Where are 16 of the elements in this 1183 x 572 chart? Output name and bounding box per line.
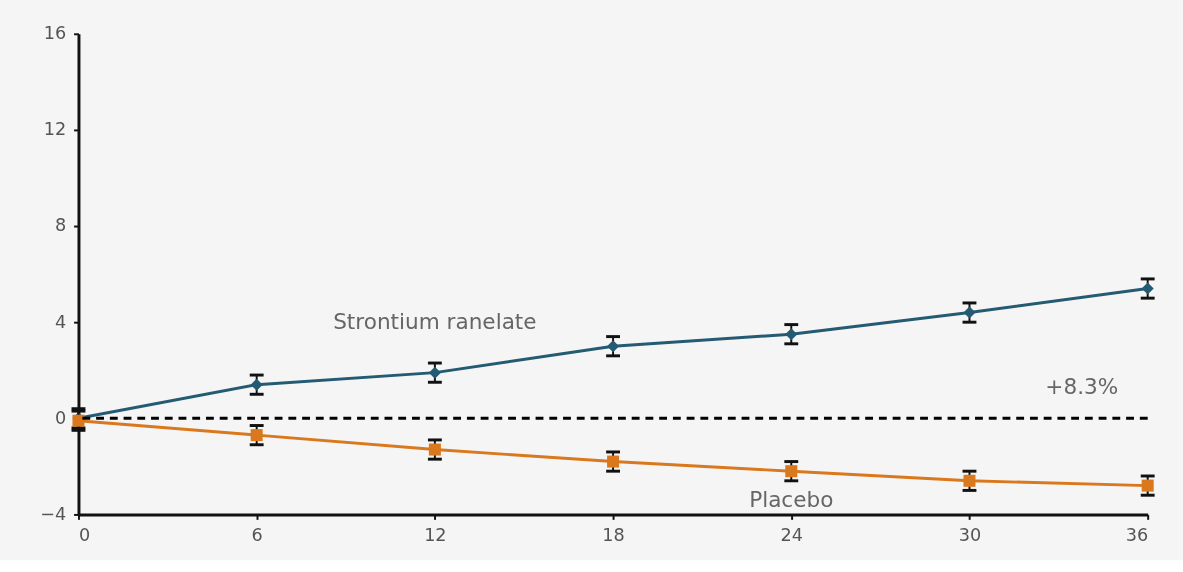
annotation: +8.3% (1045, 373, 1119, 399)
series-label: Strontium ranelate (333, 308, 537, 334)
y-tick-label: 16 (43, 23, 67, 44)
y-tick-label: 12 (43, 119, 67, 140)
x-tick-label: 6 (251, 525, 263, 546)
y-tick-label: 0 (54, 407, 67, 428)
y-tick-label: −4 (40, 503, 67, 524)
x-tick-label: 0 (78, 525, 91, 546)
x-tick-label: 12 (424, 525, 447, 546)
y-tick-label: 4 (54, 311, 67, 332)
x-tick-label: 30 (958, 525, 982, 546)
x-tick-label: 18 (602, 525, 625, 546)
x-tick-label: 24 (780, 525, 803, 546)
x-tick-label: 36 (1125, 525, 1149, 546)
y-tick-label: 8 (54, 215, 67, 236)
series-label: Placebo (749, 487, 834, 513)
